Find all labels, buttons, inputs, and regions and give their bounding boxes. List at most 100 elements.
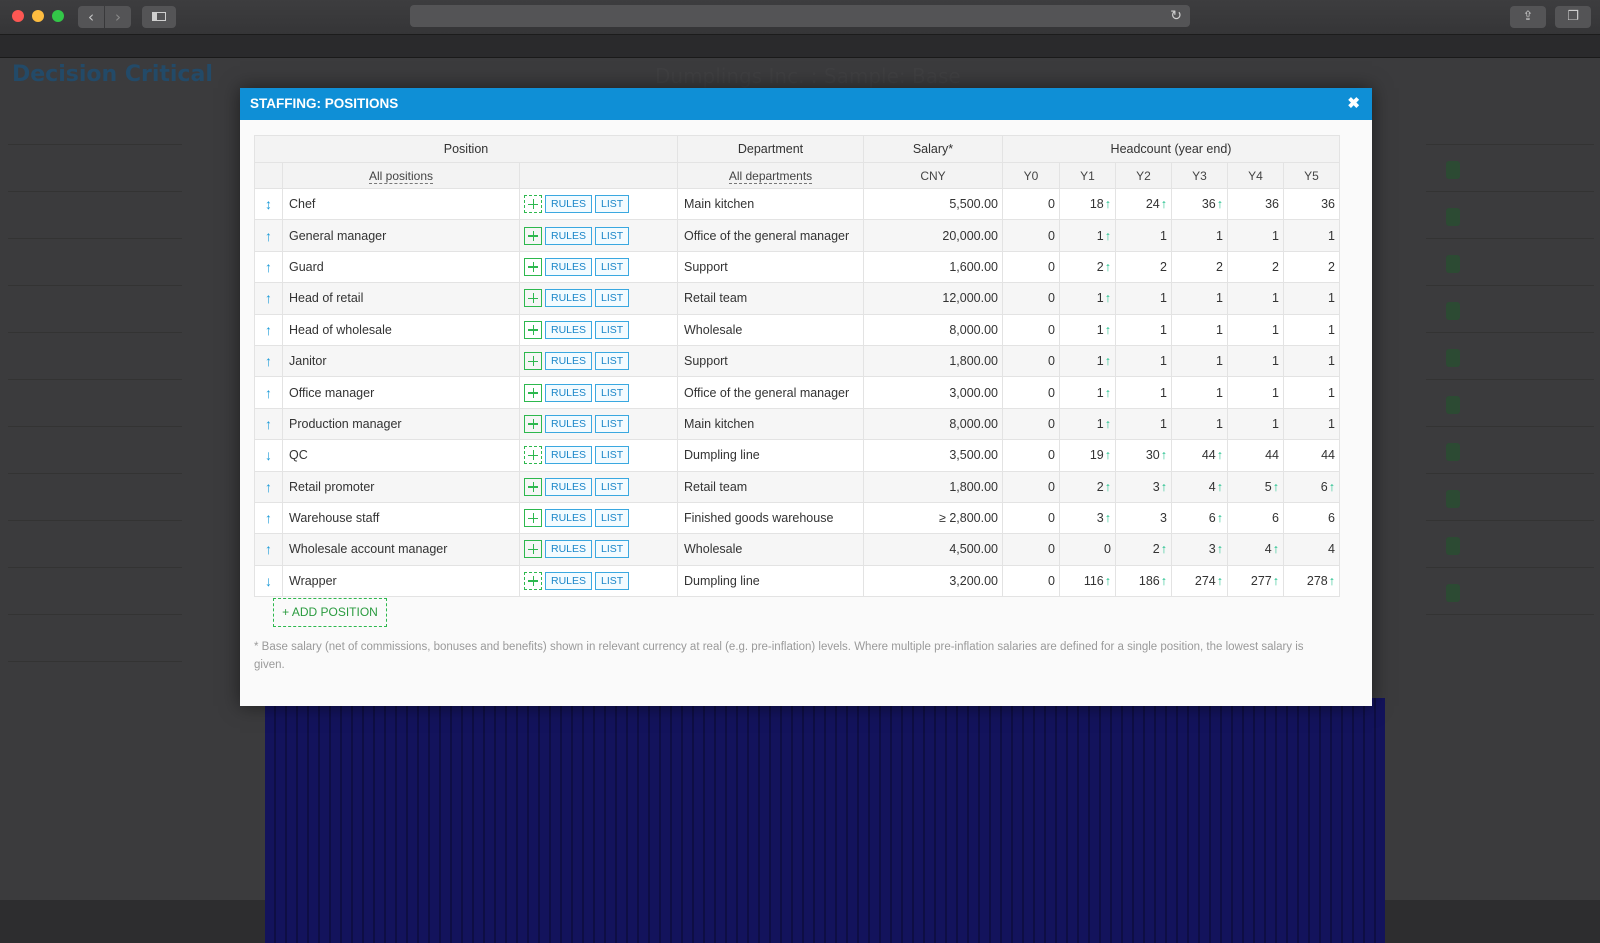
add-subposition-icon[interactable] — [524, 320, 542, 339]
rules-button[interactable]: RULES — [545, 226, 593, 245]
headcount-cell[interactable]: 44 — [1227, 439, 1284, 472]
add-subposition-icon[interactable] — [524, 289, 542, 308]
position-name[interactable]: Guard — [282, 250, 520, 284]
position-name[interactable]: Wrapper — [282, 564, 520, 598]
filter-all-departments[interactable]: All departments — [677, 162, 864, 189]
sort-arrow-icon[interactable]: ↑ — [265, 258, 272, 275]
headcount-cell[interactable]: 1 — [1283, 219, 1340, 252]
list-button[interactable]: LIST — [595, 195, 630, 214]
rules-button[interactable]: RULES — [545, 446, 593, 465]
table-row[interactable]: ↑ General manager RULES LIST Office of the g… — [254, 219, 1340, 252]
sort-handle-icon[interactable]: ↑ — [254, 219, 283, 252]
headcount-cell[interactable]: 6↑ — [1171, 501, 1228, 535]
headcount-cell[interactable]: 277↑ — [1227, 564, 1284, 598]
headcount-cell[interactable]: 0 — [1002, 250, 1060, 284]
window-minimize-button[interactable] — [32, 10, 44, 22]
list-button[interactable]: LIST — [595, 571, 630, 590]
list-button[interactable]: LIST — [595, 383, 630, 402]
headcount-cell[interactable]: 1 — [1227, 407, 1284, 441]
headcount-cell[interactable]: 1 — [1227, 313, 1284, 346]
headcount-cell[interactable]: 1 — [1227, 282, 1284, 315]
sort-handle-icon[interactable]: ↕ — [254, 187, 283, 221]
position-name[interactable]: Janitor — [282, 344, 520, 378]
sort-handle-icon[interactable]: ↑ — [254, 533, 283, 566]
add-position-button[interactable]: + ADD POSITION — [273, 598, 387, 627]
sort-handle-icon[interactable]: ↑ — [254, 376, 283, 409]
headcount-cell[interactable]: 0 — [1002, 313, 1060, 346]
headcount-cell[interactable]: 2 — [1171, 250, 1228, 284]
rules-button[interactable]: RULES — [545, 195, 593, 214]
headcount-cell[interactable]: 24↑ — [1115, 187, 1172, 221]
filter-all-positions[interactable]: All positions — [282, 162, 520, 189]
add-subposition-icon[interactable] — [524, 352, 542, 371]
rules-button[interactable]: RULES — [545, 383, 593, 402]
headcount-cell[interactable]: 6 — [1283, 501, 1340, 535]
add-subposition-icon[interactable] — [524, 414, 542, 433]
headcount-cell[interactable]: 4↑ — [1171, 470, 1228, 503]
table-row[interactable]: ↕ Chef RULES LIST Main kitchen 5,500.00 0 18↑ 24… — [254, 187, 1340, 221]
headcount-cell[interactable]: 2↑ — [1115, 533, 1172, 566]
window-maximize-button[interactable] — [52, 10, 64, 22]
headcount-cell[interactable]: 278↑ — [1283, 564, 1340, 598]
list-button[interactable]: LIST — [595, 477, 630, 496]
headcount-cell[interactable]: 5↑ — [1227, 470, 1284, 503]
tabs-icon[interactable]: ❐ — [1555, 6, 1591, 28]
sort-arrow-icon[interactable]: ↑ — [265, 384, 272, 401]
headcount-cell[interactable]: 1↑ — [1059, 376, 1116, 409]
add-subposition-icon[interactable] — [524, 571, 542, 590]
headcount-cell[interactable]: 2 — [1115, 250, 1172, 284]
list-button[interactable]: LIST — [595, 352, 630, 371]
address-bar[interactable]: ↻ — [410, 5, 1190, 27]
position-name[interactable]: Retail promoter — [282, 470, 520, 503]
table-row[interactable]: ↓ Wrapper RULES LIST Dumpling line 3,200.00 0 1… — [254, 564, 1340, 598]
headcount-cell[interactable]: 0 — [1002, 344, 1060, 378]
headcount-cell[interactable]: 2↑ — [1059, 250, 1116, 284]
sort-arrow-icon[interactable]: ↑ — [265, 541, 272, 558]
sort-arrow-icon[interactable]: ↑ — [265, 353, 272, 370]
headcount-cell[interactable]: 1 — [1171, 282, 1228, 315]
headcount-cell[interactable]: 1↑ — [1059, 407, 1116, 441]
list-button[interactable]: LIST — [595, 509, 630, 528]
position-name[interactable]: Warehouse staff — [282, 501, 520, 535]
headcount-cell[interactable]: 1 — [1227, 344, 1284, 378]
rules-button[interactable]: RULES — [545, 320, 593, 339]
sort-arrow-icon[interactable]: ↑ — [265, 478, 272, 495]
headcount-cell[interactable]: 44↑ — [1171, 439, 1228, 472]
list-button[interactable]: LIST — [595, 257, 630, 276]
position-name[interactable]: Wholesale account manager — [282, 533, 520, 566]
headcount-cell[interactable]: 1 — [1171, 219, 1228, 252]
headcount-cell[interactable]: 0 — [1002, 187, 1060, 221]
sort-arrow-icon[interactable]: ↑ — [265, 290, 272, 307]
table-row[interactable]: ↓ QC RULES LIST Dumpling line 3,500.00 0 19↑ 30↑… — [254, 439, 1340, 472]
chevron-left-icon[interactable]: ‹ — [78, 6, 104, 28]
headcount-cell[interactable]: 6 — [1227, 501, 1284, 535]
headcount-cell[interactable]: 36 — [1227, 187, 1284, 221]
headcount-cell[interactable]: 274↑ — [1171, 564, 1228, 598]
headcount-cell[interactable]: 0 — [1002, 219, 1060, 252]
headcount-cell[interactable]: 3↑ — [1115, 470, 1172, 503]
share-icon[interactable]: ⇪ — [1510, 6, 1546, 28]
table-row[interactable]: ↑ Head of retail RULES LIST Retail team 12,00… — [254, 282, 1340, 315]
filter-all-positions-label[interactable]: All positions — [368, 168, 434, 184]
headcount-cell[interactable]: 0 — [1002, 470, 1060, 503]
headcount-cell[interactable]: 1 — [1115, 344, 1172, 378]
reload-icon[interactable]: ↻ — [1170, 8, 1182, 24]
add-subposition-icon[interactable] — [524, 540, 542, 559]
headcount-cell[interactable]: 116↑ — [1059, 564, 1116, 598]
sort-handle-icon[interactable]: ↓ — [254, 439, 283, 472]
rules-button[interactable]: RULES — [545, 571, 593, 590]
headcount-cell[interactable]: 1↑ — [1059, 219, 1116, 252]
sort-arrow-icon[interactable]: ↑ — [265, 510, 272, 527]
headcount-cell[interactable]: 18↑ — [1059, 187, 1116, 221]
position-name[interactable]: Chef — [282, 187, 520, 221]
headcount-cell[interactable]: 0 — [1002, 533, 1060, 566]
list-button[interactable]: LIST — [595, 446, 630, 465]
headcount-cell[interactable]: 1 — [1171, 376, 1228, 409]
list-button[interactable]: LIST — [595, 320, 630, 339]
headcount-cell[interactable]: 3↑ — [1171, 533, 1228, 566]
headcount-cell[interactable]: 1 — [1227, 219, 1284, 252]
add-subposition-icon[interactable] — [524, 477, 542, 496]
rules-button[interactable]: RULES — [545, 509, 593, 528]
table-row[interactable]: ↑ Head of wholesale RULES LIST Wholesale 8,00… — [254, 313, 1340, 346]
headcount-cell[interactable]: 0 — [1002, 376, 1060, 409]
